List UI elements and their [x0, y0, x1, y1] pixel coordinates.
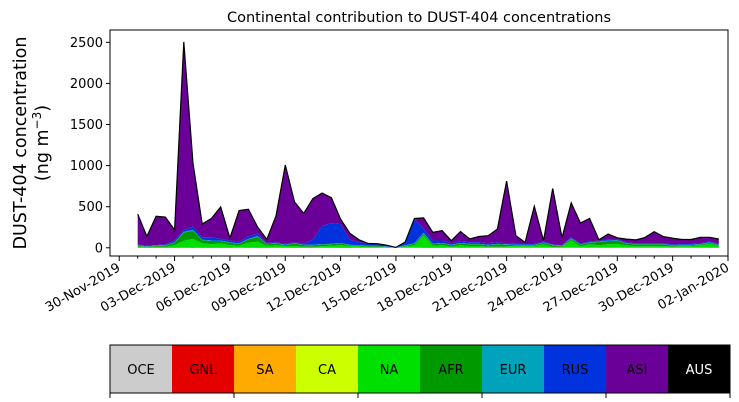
colorbar-cell-rus	[544, 345, 606, 393]
colorbar-cell-ca	[296, 345, 358, 393]
y-tick-label: 0	[95, 241, 103, 256]
y-axis-label-line1: DUST-404 concentration	[11, 37, 31, 250]
y-tick-label: 2000	[70, 77, 103, 92]
colorbar-cell-sa	[234, 345, 296, 393]
colorbar-cell-afr	[420, 345, 482, 393]
y-axis-label-units: (ng m−3)	[30, 105, 53, 181]
colorbar-label: GNL	[189, 363, 217, 378]
region-colorbar: OCE GNL SA CA NA AFR EUR RUS ASI AUS	[109, 344, 731, 398]
colorbar-cell-asi	[606, 345, 668, 393]
y-tick-label: 2500	[70, 36, 103, 51]
colorbar-cell-aus	[668, 345, 730, 393]
area-afr	[137, 230, 719, 248]
colorbar-cell-oce	[110, 345, 172, 393]
y-tick-label: 1000	[70, 159, 103, 174]
colorbar-label: ASI	[627, 363, 648, 378]
area-eur	[137, 229, 719, 248]
stacked-areas	[137, 41, 719, 249]
colorbar-label: RUS	[562, 363, 589, 378]
area-aus	[137, 41, 719, 248]
area-na	[137, 235, 719, 248]
y-axis-ticks: 0 500 1000 1500 2000 2500	[70, 36, 110, 256]
total-outline	[137, 41, 719, 249]
colorbar-cell-na	[358, 345, 420, 393]
y-tick-label: 500	[78, 200, 103, 215]
area-gnl	[137, 247, 719, 248]
colorbar-label: CA	[318, 363, 336, 378]
colorbar-label: NA	[380, 363, 399, 378]
colorbar-label: AFR	[438, 363, 463, 378]
y-axis-units-prefix: (ng m	[33, 129, 53, 181]
plot-frame	[109, 29, 729, 257]
colorbar-frame	[109, 344, 731, 394]
colorbar-label: EUR	[500, 363, 527, 378]
colorbar-cell-gnl	[172, 345, 234, 393]
colorbar-cell-eur	[482, 345, 544, 393]
area-asi	[137, 41, 719, 248]
y-axis-label: DUST-404 concentration	[11, 37, 31, 250]
x-axis-ticks: 30-Nov-201903-Dec-201906-Dec-201909-Dec-…	[43, 256, 732, 316]
colorbar-label: OCE	[127, 363, 155, 378]
colorbar-label: SA	[256, 363, 273, 378]
y-tick-label: 1500	[70, 118, 103, 133]
colorbar-label: AUS	[686, 363, 713, 378]
chart-title: Continental contribution to DUST-404 con…	[227, 10, 611, 26]
y-axis-units-sup: −3	[30, 112, 44, 130]
y-axis-units-suffix: )	[33, 105, 53, 112]
